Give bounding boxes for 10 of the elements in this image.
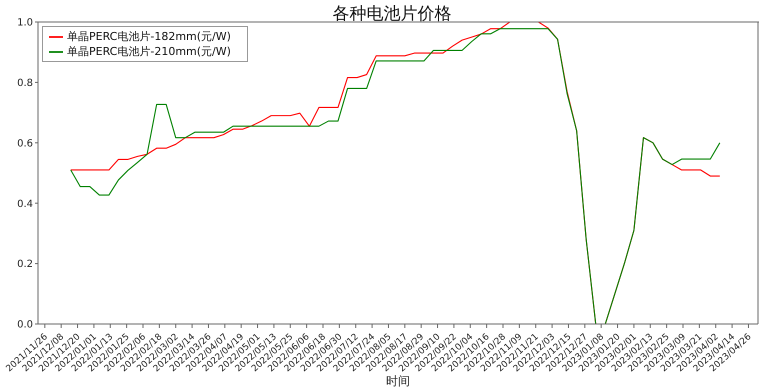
y-tick-label: 0.2 [17, 259, 33, 270]
y-tick-label: 1.0 [17, 18, 33, 29]
x-axis-title: 时间 [386, 374, 410, 388]
y-tick-label: 0.8 [17, 78, 33, 89]
y-tick-label: 0.0 [17, 320, 33, 331]
legend-label: 单晶PERC电池片-182mm(元/W) [67, 30, 231, 43]
y-tick-label: 0.6 [17, 138, 33, 150]
chart-title: 各种电池片价格 [332, 4, 452, 24]
y-tick-label: 0.4 [17, 198, 33, 210]
legend-label: 单晶PERC电池片-210mm(元/W) [67, 45, 231, 58]
